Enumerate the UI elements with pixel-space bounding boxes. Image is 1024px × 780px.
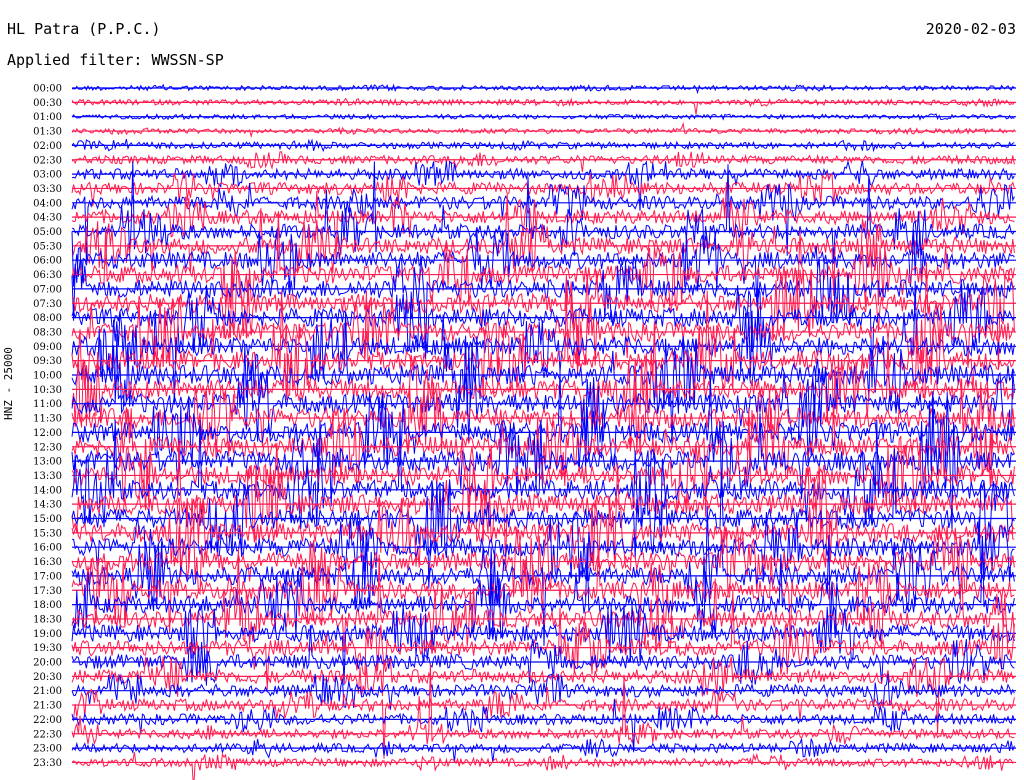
filter-label: Applied filter: WWSSN-SP bbox=[7, 51, 224, 69]
time-tick-label: 04:00 bbox=[33, 198, 62, 209]
trace-row-2100 bbox=[71, 673, 1015, 710]
trace-row-0030 bbox=[71, 97, 1015, 115]
trace-row-0930 bbox=[71, 290, 1015, 399]
time-tick-label: 09:30 bbox=[33, 356, 62, 367]
date-label: 2020-02-03 bbox=[925, 20, 1016, 38]
trace-row-1200 bbox=[71, 370, 1015, 472]
time-tick-label: 21:30 bbox=[33, 701, 62, 712]
trace-row-1000 bbox=[71, 311, 1015, 446]
time-tick-label: 18:00 bbox=[33, 600, 62, 611]
time-tick-label: 22:30 bbox=[33, 729, 62, 740]
trace-row-1300 bbox=[71, 391, 1015, 532]
time-tick-label: 22:00 bbox=[33, 715, 62, 726]
time-tick-label: 23:00 bbox=[33, 744, 62, 755]
time-tick-label: 19:30 bbox=[33, 643, 62, 654]
time-tick-label: 10:30 bbox=[33, 385, 62, 396]
trace-row-0300 bbox=[71, 160, 1015, 211]
time-tick-label: 14:00 bbox=[33, 485, 62, 496]
time-tick-label: 07:00 bbox=[33, 284, 62, 295]
time-tick-label: 05:30 bbox=[33, 241, 62, 252]
time-tick-label: 14:30 bbox=[33, 500, 62, 511]
time-tick-label: 07:30 bbox=[33, 299, 62, 310]
trace-row-1730 bbox=[71, 545, 1015, 647]
trace-row-1230 bbox=[71, 407, 1015, 517]
time-tick-label: 03:30 bbox=[33, 184, 62, 195]
time-tick-label: 10:00 bbox=[33, 371, 62, 382]
trace-row-1030 bbox=[71, 321, 1015, 442]
time-tick-label: 02:00 bbox=[33, 141, 62, 152]
time-tick-label: 04:30 bbox=[33, 213, 62, 224]
trace-row-2330 bbox=[71, 752, 1015, 780]
trace-row-0130 bbox=[71, 121, 1015, 139]
trace-row-2130 bbox=[71, 686, 1015, 759]
time-tick-label: 16:00 bbox=[33, 543, 62, 554]
trace-row-1530 bbox=[71, 462, 1015, 572]
trace-row-1100 bbox=[71, 333, 1015, 445]
time-tick-label: 16:30 bbox=[33, 557, 62, 568]
trace-row-2000 bbox=[71, 625, 1015, 686]
trace-row-0430 bbox=[71, 181, 1015, 260]
time-tick-label: 12:30 bbox=[33, 442, 62, 453]
time-tick-label: 13:30 bbox=[33, 471, 62, 482]
trace-row-1430 bbox=[71, 440, 1015, 566]
time-tick-label: 23:30 bbox=[33, 758, 62, 769]
time-tick-label: 20:30 bbox=[33, 672, 62, 683]
time-tick-label: 17:30 bbox=[33, 586, 62, 597]
time-tick-label: 06:00 bbox=[33, 256, 62, 267]
station-title: HL Patra (P.P.C.) bbox=[7, 20, 161, 38]
time-tick-label: 19:00 bbox=[33, 629, 62, 640]
time-tick-label: 01:00 bbox=[33, 112, 62, 123]
time-tick-labels: 00:00 00:30 01:00 01:30 02:00 02:30 03:00 03:30… bbox=[33, 84, 62, 769]
trace-row-2300 bbox=[71, 738, 1015, 763]
trace-row-0630 bbox=[71, 211, 1015, 309]
time-tick-label: 08:30 bbox=[33, 327, 62, 338]
trace-row-0730 bbox=[71, 268, 1015, 374]
time-tick-label: 15:30 bbox=[33, 528, 62, 539]
time-tick-label: 20:00 bbox=[33, 658, 62, 669]
trace-row-2030 bbox=[71, 656, 1015, 734]
time-tick-label: 21:00 bbox=[33, 686, 62, 697]
trace-row-2200 bbox=[71, 698, 1015, 753]
trace-row-0330 bbox=[71, 171, 1015, 207]
time-tick-label: 01:30 bbox=[33, 127, 62, 138]
trace-row-0900 bbox=[71, 280, 1015, 405]
trace-row-0000 bbox=[71, 83, 1015, 95]
time-tick-label: 03:00 bbox=[33, 170, 62, 181]
time-tick-label: 06:30 bbox=[33, 270, 62, 281]
trace-row-1930 bbox=[71, 590, 1015, 691]
traces-group bbox=[71, 83, 1016, 780]
trace-row-0530 bbox=[71, 193, 1015, 296]
time-tick-label: 00:00 bbox=[33, 84, 62, 95]
time-tick-label: 15:00 bbox=[33, 514, 62, 525]
trace-row-2230 bbox=[71, 663, 1015, 746]
trace-row-1800 bbox=[71, 534, 1015, 640]
time-tick-label: 11:00 bbox=[33, 399, 62, 410]
time-tick-label: 00:30 bbox=[33, 98, 62, 109]
trace-row-1600 bbox=[71, 511, 1015, 583]
time-tick-label: 11:30 bbox=[33, 414, 62, 425]
time-tick-label: 12:00 bbox=[33, 428, 62, 439]
time-tick-label: 02:30 bbox=[33, 155, 62, 166]
time-tick-label: 08:00 bbox=[33, 313, 62, 324]
time-tick-label: 09:00 bbox=[33, 342, 62, 353]
trace-row-0230 bbox=[71, 151, 1015, 173]
time-tick-label: 17:00 bbox=[33, 571, 62, 582]
time-tick-label: 18:30 bbox=[33, 614, 62, 625]
trace-row-0700 bbox=[71, 254, 1015, 359]
time-tick-label: 05:00 bbox=[33, 227, 62, 238]
trace-row-0800 bbox=[71, 283, 1015, 388]
time-tick-label: 13:00 bbox=[33, 457, 62, 468]
